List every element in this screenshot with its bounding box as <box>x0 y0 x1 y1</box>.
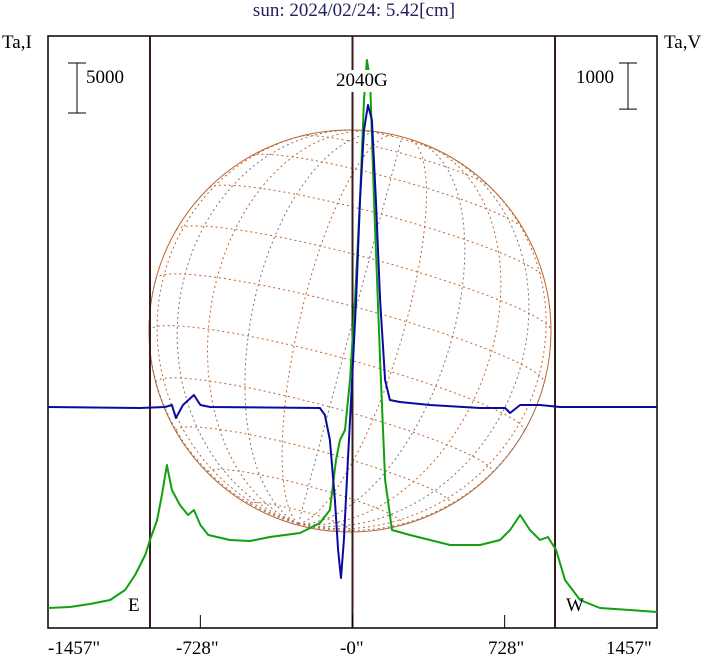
series-V-line <box>47 104 657 579</box>
latitude-line <box>155 377 493 473</box>
meridian-line <box>176 129 358 525</box>
meridian-line <box>298 178 547 530</box>
latitude-line <box>251 153 524 229</box>
chart-title: sun: 2024/02/24: 5.42[cm] <box>252 0 456 21</box>
latitude-line <box>176 225 552 331</box>
meridian-line <box>298 146 502 526</box>
meridian-line <box>297 136 403 524</box>
left-scale-label: 5000 <box>86 67 124 88</box>
meridian-line <box>298 141 466 525</box>
latitude-line <box>175 426 452 504</box>
right-axis-label: Ta,V <box>664 32 702 53</box>
latitude-line <box>148 325 525 432</box>
series-I-line <box>47 59 658 613</box>
latitude-line <box>301 134 490 187</box>
east-label: E <box>128 595 140 616</box>
right-scale-label: 1000 <box>576 67 614 88</box>
left-axis-label: Ta,I <box>2 32 32 53</box>
latitude-line <box>357 129 445 154</box>
west-label: W <box>566 595 584 616</box>
x-tick-label: 728" <box>488 638 525 659</box>
meridian-line <box>244 132 387 525</box>
meridian-line <box>156 133 312 525</box>
x-tick-label: -1457" <box>48 638 101 659</box>
latitude-line <box>207 468 403 524</box>
meridian-line <box>281 134 395 525</box>
x-tick-label: -728" <box>176 638 219 659</box>
meridian-line <box>298 138 427 525</box>
x-tick-label: 1457" <box>606 638 652 659</box>
latitude-line <box>208 184 545 278</box>
meridian-line <box>298 153 530 528</box>
solar-limb <box>148 129 552 533</box>
field-annotation: 2040G <box>335 70 389 92</box>
x-tick-label: -0" <box>340 638 364 659</box>
